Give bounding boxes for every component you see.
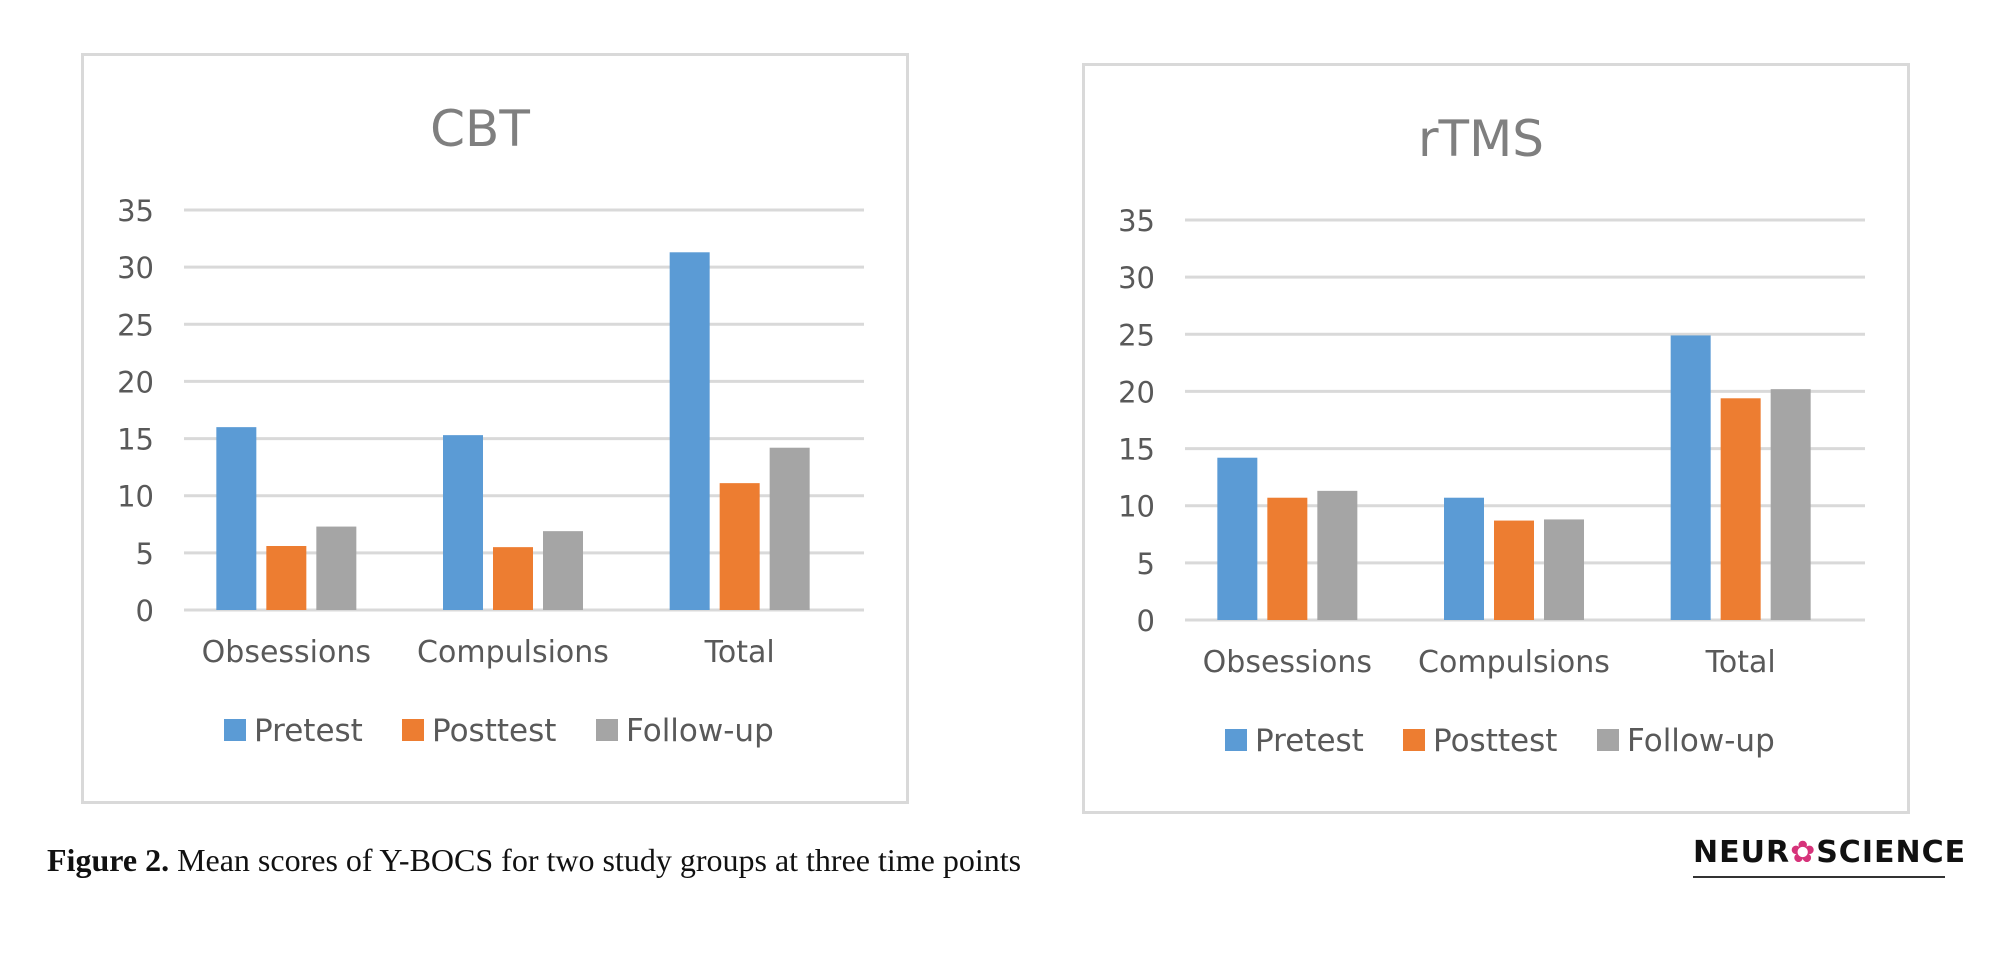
legend-swatch <box>1403 729 1425 751</box>
bar-cbt-posttest-total <box>719 483 760 610</box>
legend-swatch <box>402 719 424 741</box>
chart-title: rTMS <box>1418 110 1544 168</box>
chart-rtms: rTMS 0 5 10 15 20 25 30 35 Obsessions Compulsions T… <box>1118 110 1865 759</box>
x-category-label: Total <box>704 635 775 670</box>
figure-caption: Figure 2. Mean scores of Y-BOCS for two … <box>47 842 1021 879</box>
bar-rtms-pretest-obsessions <box>1217 457 1258 620</box>
legend-label: Posttest <box>432 713 556 749</box>
figure-label: Figure 2. <box>47 842 170 878</box>
journal-logo: NEUR✿SCIENCE <box>1693 834 1965 878</box>
legend-swatch <box>1597 729 1619 751</box>
y-tick-label: 10 <box>117 480 154 514</box>
bar-cbt-pretest-obsessions <box>216 427 257 610</box>
bar-rtms-posttest-obsessions <box>1267 497 1308 620</box>
figure-caption-text: Mean scores of Y-BOCS for two study grou… <box>169 842 1022 878</box>
bar-rtms-followup-obsessions <box>1317 490 1358 620</box>
legend-label: Pretest <box>254 713 363 749</box>
y-tick-label: 0 <box>1137 604 1155 638</box>
y-tick-label: 0 <box>136 594 154 628</box>
x-category-label: Compulsions <box>417 635 609 670</box>
bar-rtms-pretest-total <box>1670 335 1711 620</box>
y-tick-label: 25 <box>117 308 154 342</box>
y-tick-label: 30 <box>117 251 154 285</box>
chart-panel-rtms: rTMS 0 5 10 15 20 25 30 35 Obsessions Compulsions T… <box>1082 63 1910 814</box>
bar-cbt-followup-total <box>769 447 810 610</box>
y-tick-label: 10 <box>1118 490 1155 524</box>
y-tick-label: 5 <box>136 537 154 571</box>
y-tick-label: 20 <box>117 365 154 399</box>
bar-rtms-posttest-compulsions <box>1494 520 1534 620</box>
bar-rtms-pretest-compulsions <box>1444 497 1484 620</box>
bar-cbt-posttest-obsessions <box>266 546 307 610</box>
bar-cbt-pretest-compulsions <box>443 435 483 610</box>
y-tick-label: 15 <box>117 423 154 457</box>
x-category-label: Obsessions <box>202 635 371 670</box>
y-tick-label: 15 <box>1118 433 1155 467</box>
bar-cbt-pretest-total <box>669 252 710 611</box>
bar-rtms-followup-total <box>1770 389 1811 620</box>
bar-cbt-posttest-compulsions <box>493 547 533 610</box>
y-tick-label: 20 <box>1118 375 1155 409</box>
legend-swatch <box>596 719 618 741</box>
y-tick-label: 35 <box>117 194 154 228</box>
legend-label: Follow-up <box>1627 723 1775 759</box>
y-tick-label: 25 <box>1118 318 1155 352</box>
legend-swatch <box>224 719 246 741</box>
y-tick-label: 30 <box>1118 261 1155 295</box>
chart-cbt: CBT 0 5 10 15 20 25 30 35 Obsessions Compulsions To… <box>117 100 864 749</box>
legend-label: Posttest <box>1433 723 1557 759</box>
chart-panel-cbt: CBT 0 5 10 15 20 25 30 35 Obsessions Compulsions To… <box>81 53 909 804</box>
bar-rtms-posttest-total <box>1720 398 1761 620</box>
legend-label: Pretest <box>1255 723 1364 759</box>
y-tick-label: 35 <box>1118 204 1155 238</box>
legend-label: Follow-up <box>626 713 774 749</box>
x-category-label: Compulsions <box>1418 645 1610 680</box>
bar-cbt-followup-compulsions <box>543 531 583 610</box>
x-category-label: Obsessions <box>1203 645 1372 680</box>
chart-title: CBT <box>430 100 530 158</box>
logo-text-right: SCIENCE <box>1816 835 1967 870</box>
bar-rtms-followup-compulsions <box>1544 519 1584 620</box>
logo-text-left: NEUR <box>1693 835 1791 870</box>
y-tick-label: 5 <box>1137 547 1155 581</box>
bar-cbt-followup-obsessions <box>316 526 357 610</box>
legend-swatch <box>1225 729 1247 751</box>
x-category-label: Total <box>1705 645 1776 680</box>
neuron-icon: ✿ <box>1790 835 1817 870</box>
